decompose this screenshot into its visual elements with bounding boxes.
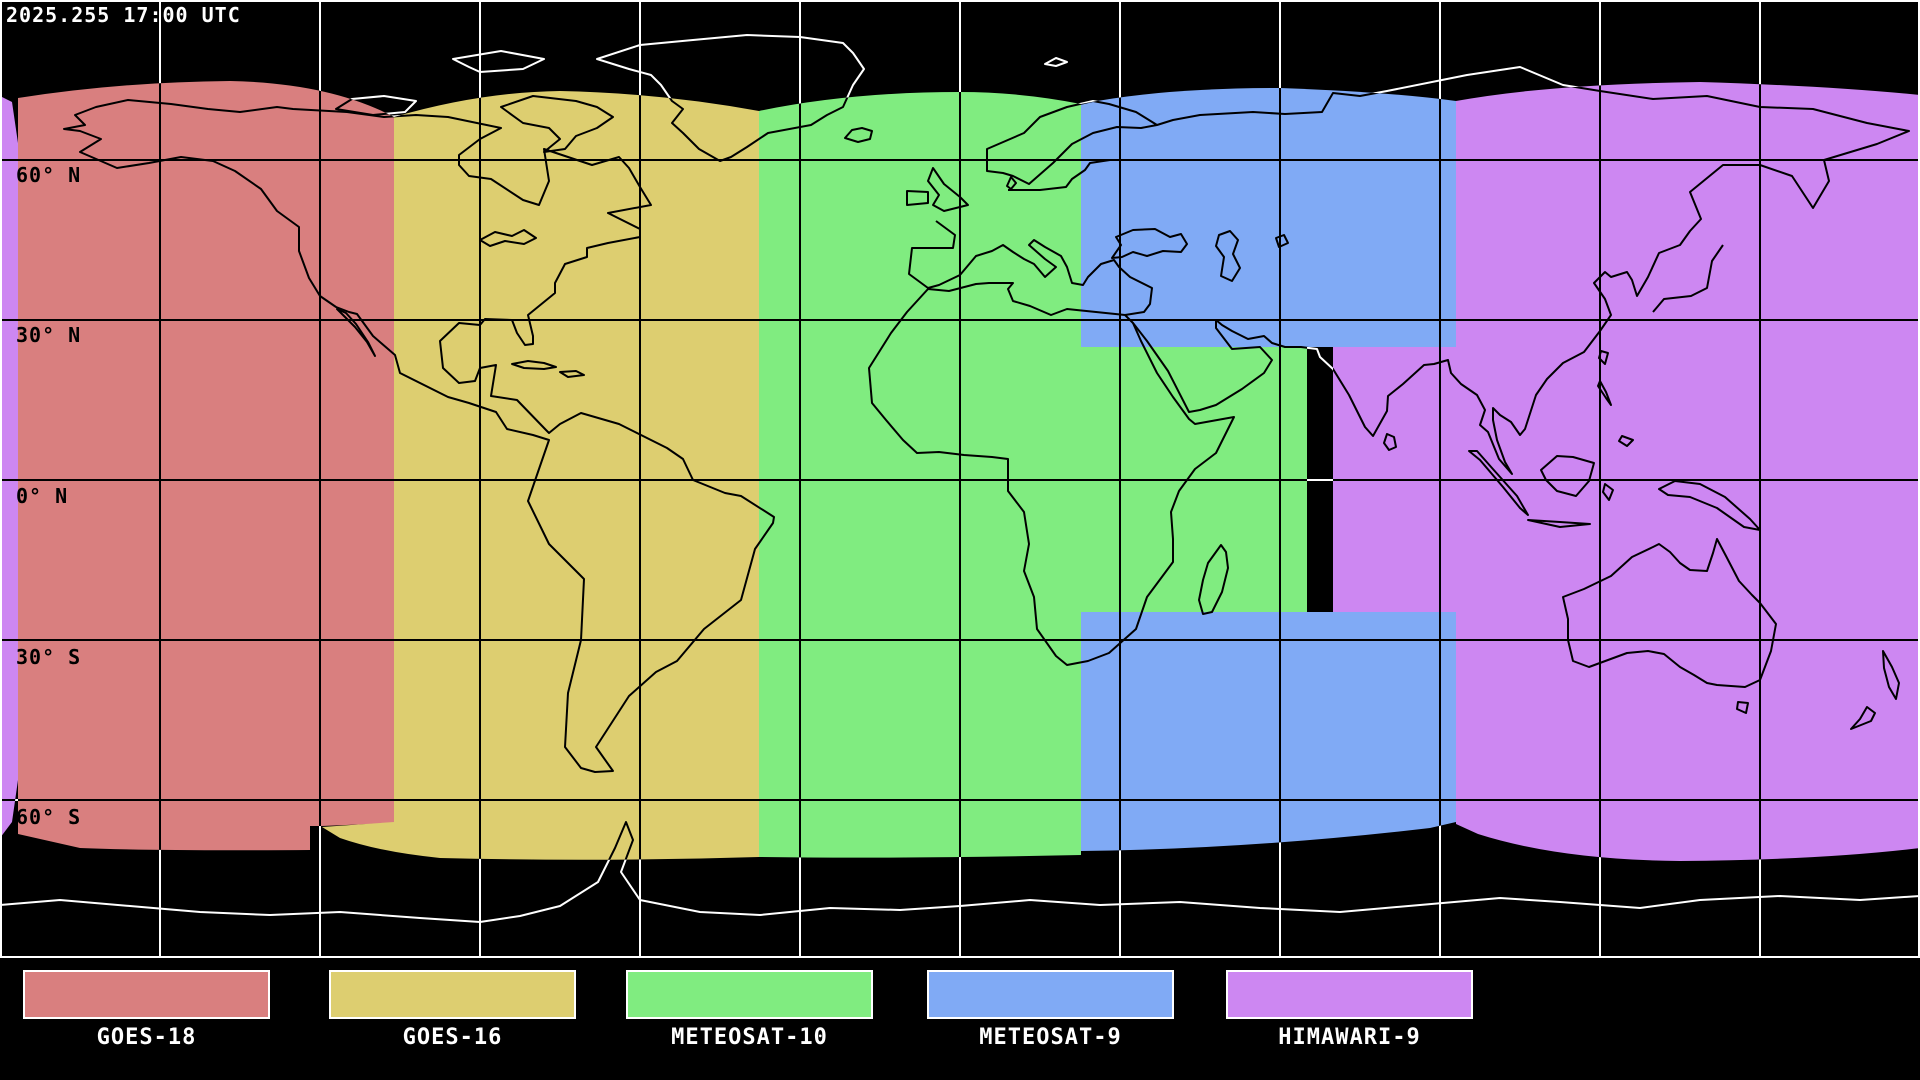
legend: GOES-18 GOES-16 METEOSAT-10 METEOSAT-9 H… <box>0 958 1920 1080</box>
legend-swatch-meteosat-9 <box>927 970 1174 1019</box>
legend-label: METEOSAT-10 <box>671 1025 828 1050</box>
map-border <box>0 0 1920 958</box>
legend-swatch-goes-16 <box>329 970 576 1019</box>
legend-label: METEOSAT-9 <box>979 1025 1122 1050</box>
legend-item: METEOSAT-10 <box>626 970 873 1050</box>
region-goes-18 <box>18 81 394 851</box>
legend-item: GOES-16 <box>329 970 576 1050</box>
legend-swatch-himawari-9 <box>1226 970 1473 1019</box>
legend-label: GOES-18 <box>96 1025 197 1050</box>
legend-label: GOES-16 <box>402 1025 503 1050</box>
legend-item: GOES-18 <box>23 970 270 1050</box>
legend-label: HIMAWARI-9 <box>1278 1025 1421 1050</box>
legend-swatch-goes-18 <box>23 970 270 1019</box>
legend-item: HIMAWARI-9 <box>1226 970 1473 1050</box>
legend-item: METEOSAT-9 <box>927 970 1174 1050</box>
region-meteosat-9-south <box>1081 612 1456 851</box>
legend-swatch-meteosat-10 <box>626 970 873 1019</box>
